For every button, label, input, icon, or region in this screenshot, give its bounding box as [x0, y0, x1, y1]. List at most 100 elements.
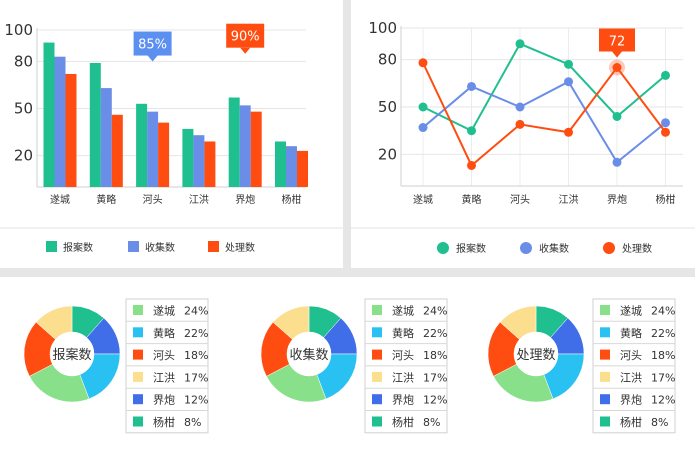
table-label: 遂城 — [153, 304, 175, 318]
legend-label: 报案数 — [63, 241, 93, 254]
tooltip-pointer — [612, 51, 622, 58]
data-point — [612, 111, 622, 121]
table-label: 江洪 — [620, 370, 642, 384]
table-swatch — [372, 394, 382, 405]
table-percent: 22% — [184, 327, 208, 340]
table-swatch — [133, 394, 143, 405]
data-point — [661, 70, 670, 80]
series-line — [422, 80, 667, 164]
y-tick-label: 100 — [4, 21, 33, 39]
legend-swatch — [128, 241, 139, 252]
bar — [111, 114, 123, 187]
bar — [65, 73, 77, 187]
y-tick-label: 20 — [14, 147, 33, 165]
bar — [136, 103, 148, 187]
table-label: 杨柑 — [392, 415, 414, 429]
table-percent: 18% — [651, 349, 675, 362]
table-label: 江洪 — [153, 370, 175, 384]
table-percent: 18% — [184, 349, 208, 362]
y-tick-label: 100 — [368, 19, 397, 37]
legend-marker — [520, 242, 532, 254]
tooltip-label: 72 — [609, 35, 626, 50]
series-line — [422, 42, 667, 133]
bar — [297, 150, 308, 187]
table-label: 河头 — [392, 349, 414, 362]
data-point — [661, 118, 670, 128]
donut-hole — [50, 332, 94, 376]
table-percent: 17% — [184, 371, 208, 384]
table-swatch — [372, 305, 382, 315]
donut-hole — [514, 332, 558, 376]
table-swatch — [372, 416, 382, 427]
x-tick-label: 河头 — [143, 194, 163, 206]
table-label: 河头 — [153, 349, 175, 362]
legend-label: 收集数 — [145, 241, 175, 254]
table-swatch — [133, 349, 143, 360]
bar — [89, 62, 101, 187]
data-point — [515, 39, 525, 49]
tooltip-pointer — [240, 47, 251, 54]
table-swatch — [600, 305, 610, 315]
highlight-halo — [609, 59, 625, 76]
bar — [54, 56, 66, 187]
table-swatch — [133, 305, 143, 315]
bar — [204, 141, 216, 187]
table-percent: 12% — [651, 394, 675, 407]
table-percent: 8% — [184, 416, 201, 429]
table-swatch — [600, 394, 610, 405]
table-percent: 17% — [651, 371, 675, 384]
bar — [193, 135, 205, 187]
x-tick-label: 遂城 — [413, 193, 433, 206]
bar — [228, 97, 240, 187]
data-point — [564, 127, 573, 137]
table-swatch — [133, 371, 143, 382]
table-swatch — [600, 349, 610, 360]
table-label: 黄略 — [153, 326, 175, 340]
bar — [100, 88, 112, 187]
bar — [286, 146, 297, 187]
y-tick-label: 80 — [378, 51, 397, 69]
x-tick-label: 河头 — [510, 194, 530, 206]
table-swatch — [600, 327, 610, 338]
donut-charts: 报案数 遂城 24% 黄略 22% 河头 18% 江洪 17% 界炮 12% 杨柑 8% 收集数 遂城 24%… — [23, 298, 676, 434]
data-point — [418, 58, 428, 68]
bar — [43, 42, 55, 188]
table-percent: 17% — [423, 371, 447, 384]
data-point — [418, 123, 428, 133]
table-label: 界炮 — [153, 394, 175, 407]
donut-hole — [287, 332, 331, 376]
bar — [158, 122, 170, 187]
table-label: 遂城 — [392, 304, 414, 318]
table-label: 界炮 — [392, 394, 414, 407]
tooltip-label: 85% — [138, 38, 167, 53]
line-chart: 100 80 50 20 遂城 黄略 河头 江洪 界炮 杨柑 72 报案数 收集数 处理数 — [351, 19, 695, 255]
x-tick-label: 遂城 — [50, 193, 70, 206]
table-label: 江洪 — [392, 370, 414, 384]
table-swatch — [372, 349, 382, 360]
table-label: 遂城 — [620, 304, 642, 318]
y-tick-label: 50 — [378, 98, 397, 116]
x-tick-label: 界炮 — [235, 193, 255, 206]
legend-swatch — [46, 241, 57, 252]
legend-marker — [603, 242, 615, 254]
legend-swatch — [208, 241, 219, 252]
table-swatch — [133, 416, 143, 427]
table-percent: 22% — [423, 327, 447, 340]
table-swatch — [600, 416, 610, 427]
data-point — [612, 157, 622, 167]
bar — [182, 128, 194, 187]
table-percent: 8% — [423, 416, 440, 429]
y-tick-label: 20 — [378, 145, 397, 163]
line-chart-panel: 100 80 50 20 遂城 黄略 河头 江洪 界炮 杨柑 72 报案数 收集数 处理数 — [351, 0, 695, 268]
data-point — [612, 63, 622, 72]
data-point — [467, 126, 476, 136]
x-tick-label: 江洪 — [189, 194, 209, 206]
table-percent: 18% — [423, 349, 447, 362]
bar — [250, 111, 262, 187]
table-percent: 24% — [423, 305, 447, 318]
bar — [147, 111, 159, 187]
tooltip-box — [599, 28, 635, 52]
y-tick-label: 80 — [14, 52, 33, 70]
tooltip-box — [133, 31, 172, 56]
data-point — [515, 119, 525, 129]
